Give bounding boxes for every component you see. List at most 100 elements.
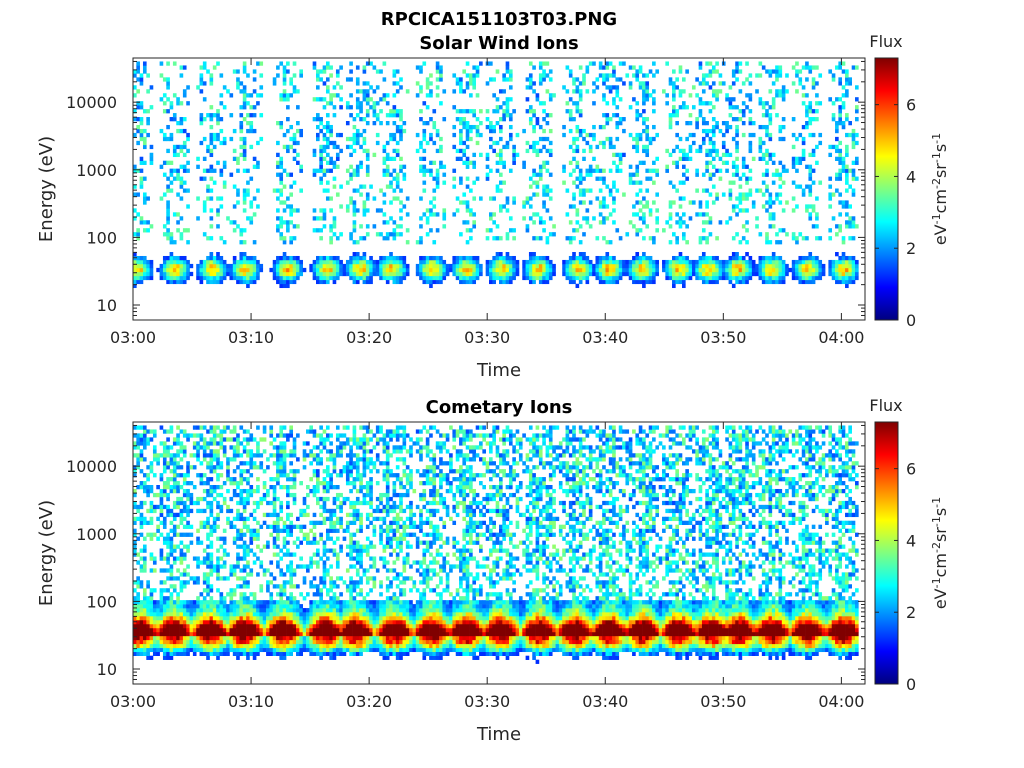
spectrogram-cell (222, 275, 227, 281)
spectrogram-cell (429, 275, 433, 281)
spectrogram-cell (608, 271, 613, 277)
spectrogram-cell (212, 627, 217, 633)
spectrogram-cell (515, 271, 520, 277)
spectrogram-cell (169, 485, 174, 490)
spectrogram-cell (169, 596, 174, 601)
spectrogram-cell (642, 93, 646, 98)
spectrogram-cell (212, 132, 217, 138)
spectrogram-cell (142, 631, 147, 637)
spectrogram-cell (239, 488, 244, 494)
spectrogram-cell (761, 255, 766, 261)
spectrogram-cell (455, 156, 460, 161)
spectrogram-cell (286, 275, 290, 281)
spectrogram-cell (236, 481, 240, 486)
spectrogram-cell (705, 240, 709, 245)
spectrogram-cell (508, 136, 513, 142)
spectrogram-cell (392, 196, 397, 201)
spectrogram-cell (765, 263, 769, 269)
spectrogram-cell (355, 267, 360, 273)
spectrogram-cell (605, 279, 610, 285)
spectrogram-cell (432, 160, 437, 165)
spectrogram-cell (751, 271, 756, 277)
spectrogram-cell (219, 631, 224, 637)
spectrogram-cell (741, 263, 746, 269)
spectrogram-cell (209, 500, 214, 506)
spectrogram-cell (545, 73, 550, 78)
spectrogram-cell (199, 623, 204, 629)
spectrogram-cell (838, 97, 843, 102)
spectrogram-cell (728, 196, 733, 201)
spectrogram-cell (142, 200, 147, 205)
spectrogram-cell (362, 81, 367, 86)
spectrogram-cell (166, 651, 170, 656)
spectrogram-cell (688, 148, 693, 154)
spectrogram-cell (389, 136, 393, 142)
spectrogram-cell (648, 279, 653, 285)
spectrogram-cell (841, 200, 846, 205)
spectrogram-cell (711, 65, 716, 70)
spectrogram-cell (455, 255, 460, 261)
spectrogram-cell (612, 200, 616, 205)
spectrogram-cell (678, 89, 683, 94)
spectrogram-cell (232, 568, 237, 573)
spectrogram-cell (292, 89, 297, 94)
spectrogram-cell (848, 263, 852, 269)
spectrogram-cell (365, 263, 370, 269)
spectrogram-cell (512, 200, 516, 205)
spectrogram-cell (242, 200, 247, 205)
spectrogram-cell (545, 271, 550, 277)
spectrogram-cell (715, 279, 719, 285)
spectrogram-cell (319, 271, 323, 277)
spectrogram-cell (682, 156, 686, 161)
spectrogram-cell (765, 267, 769, 273)
spectrogram-cell (379, 259, 383, 265)
spectrogram-cell (216, 627, 220, 633)
spectrogram-cell (345, 204, 350, 209)
spectrogram-cell (166, 560, 170, 565)
spectrogram-cell (149, 604, 154, 609)
spectrogram-cell (209, 504, 214, 510)
spectrogram-cell (169, 619, 174, 625)
spectrogram-cell (216, 433, 220, 438)
spectrogram-cell (835, 144, 839, 150)
spectrogram-cell (352, 279, 357, 285)
spectrogram-cell (365, 267, 370, 273)
spectrogram-cell (239, 600, 244, 605)
spectrogram-cell (505, 77, 510, 82)
spectrogram-cell (322, 263, 327, 269)
spectrogram-cell (216, 109, 220, 114)
spectrogram-cell (765, 255, 769, 261)
spectrogram-cell (159, 425, 164, 430)
spectrogram-cell (189, 635, 194, 641)
spectrogram-cell (136, 504, 140, 510)
spectrogram-cell (741, 236, 746, 241)
spectrogram-cell (242, 136, 247, 142)
spectrogram-cell (352, 240, 357, 245)
spectrogram-cell (202, 604, 207, 609)
spectrogram-cell (808, 121, 813, 126)
spectrogram-cell (219, 639, 224, 645)
spectrogram-cell (635, 132, 640, 138)
spectrogram-cell (522, 160, 526, 165)
spectrogram-cell (236, 655, 240, 660)
spectrogram-cell (239, 556, 244, 561)
spectrogram-cell (133, 445, 137, 450)
spectrogram-cell (552, 93, 556, 98)
spectrogram-cell (239, 592, 244, 597)
spectrogram-cell (199, 259, 204, 265)
spectrogram-cell (475, 93, 480, 98)
spectrogram-cell (133, 453, 137, 458)
spectrogram-cell (392, 236, 397, 241)
spectrogram-cell (429, 267, 433, 273)
spectrogram-cell (495, 109, 500, 114)
spectrogram-cell (455, 109, 460, 114)
spectrogram-cell (345, 105, 350, 110)
spectrogram-cell (149, 465, 154, 470)
spectrogram-cell (495, 259, 500, 265)
spectrogram-cell (472, 212, 477, 217)
spectrogram-cell (375, 140, 380, 146)
spectrogram-cell (222, 635, 227, 641)
spectrogram-cell (425, 105, 430, 110)
spectrogram-cell (239, 113, 244, 118)
spectrogram-cell (815, 81, 819, 86)
